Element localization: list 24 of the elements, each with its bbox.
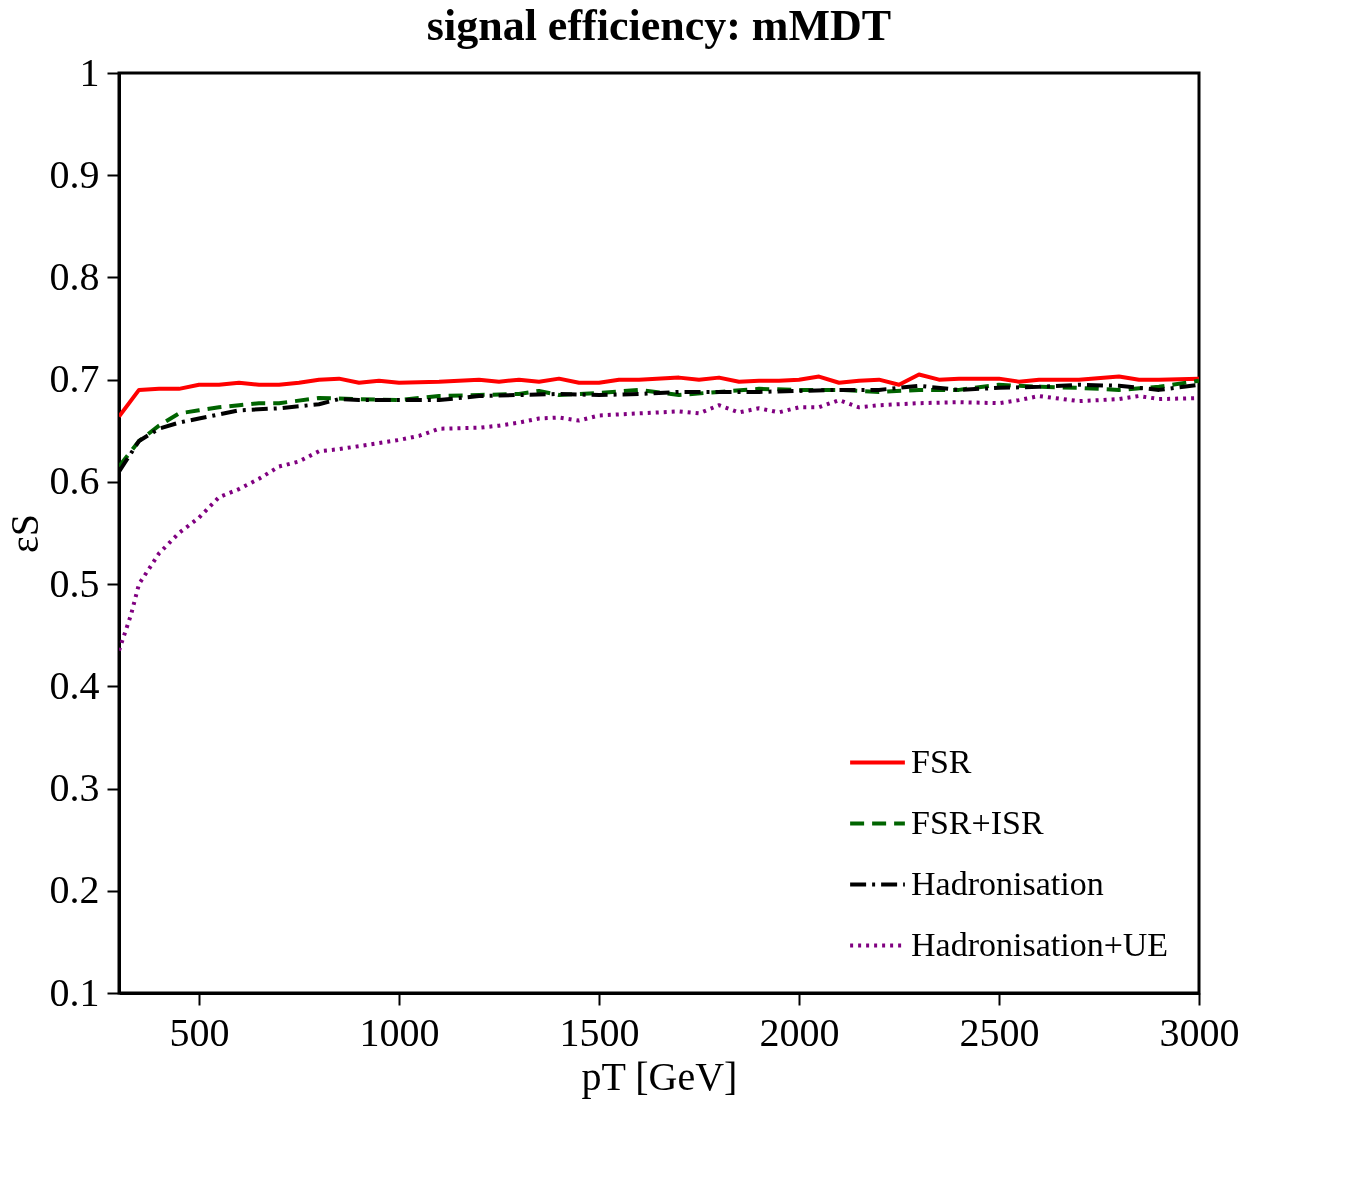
y-tick-label: 0.8 — [49, 253, 100, 299]
x-tick-label: 1000 — [359, 1009, 440, 1055]
y-tick-label: 0.7 — [49, 356, 100, 402]
y-tick-label: 0.3 — [49, 765, 100, 811]
y-tick-label: 0.1 — [49, 969, 100, 1015]
line-series — [119, 372, 1199, 419]
legend-label: FSR — [911, 742, 972, 780]
y-tick-label: 0.2 — [49, 867, 100, 913]
x-tick-label: 2500 — [959, 1009, 1040, 1055]
x-axis-title: pT [GeV] — [581, 1053, 738, 1099]
x-tick-label: 500 — [169, 1009, 230, 1055]
y-tick-label: 0.6 — [49, 458, 100, 504]
x-tick-label: 3000 — [1159, 1009, 1240, 1055]
legend-label: Hadronisation+UE — [911, 925, 1169, 963]
x-tick-label: 2000 — [759, 1009, 840, 1055]
x-tick-label: 1500 — [559, 1009, 640, 1055]
y-tick-label: 0.9 — [49, 151, 100, 197]
y-tick-label: 0.5 — [49, 560, 100, 606]
legend-label: FSR+ISR — [911, 803, 1044, 841]
y-tick-label: 1 — [79, 49, 100, 95]
legend-label: Hadronisation — [911, 864, 1104, 902]
y-axis-title: εS — [1, 513, 47, 554]
y-tick-label: 0.4 — [49, 662, 100, 708]
chart-title: signal efficiency: mMDT — [426, 1, 892, 50]
